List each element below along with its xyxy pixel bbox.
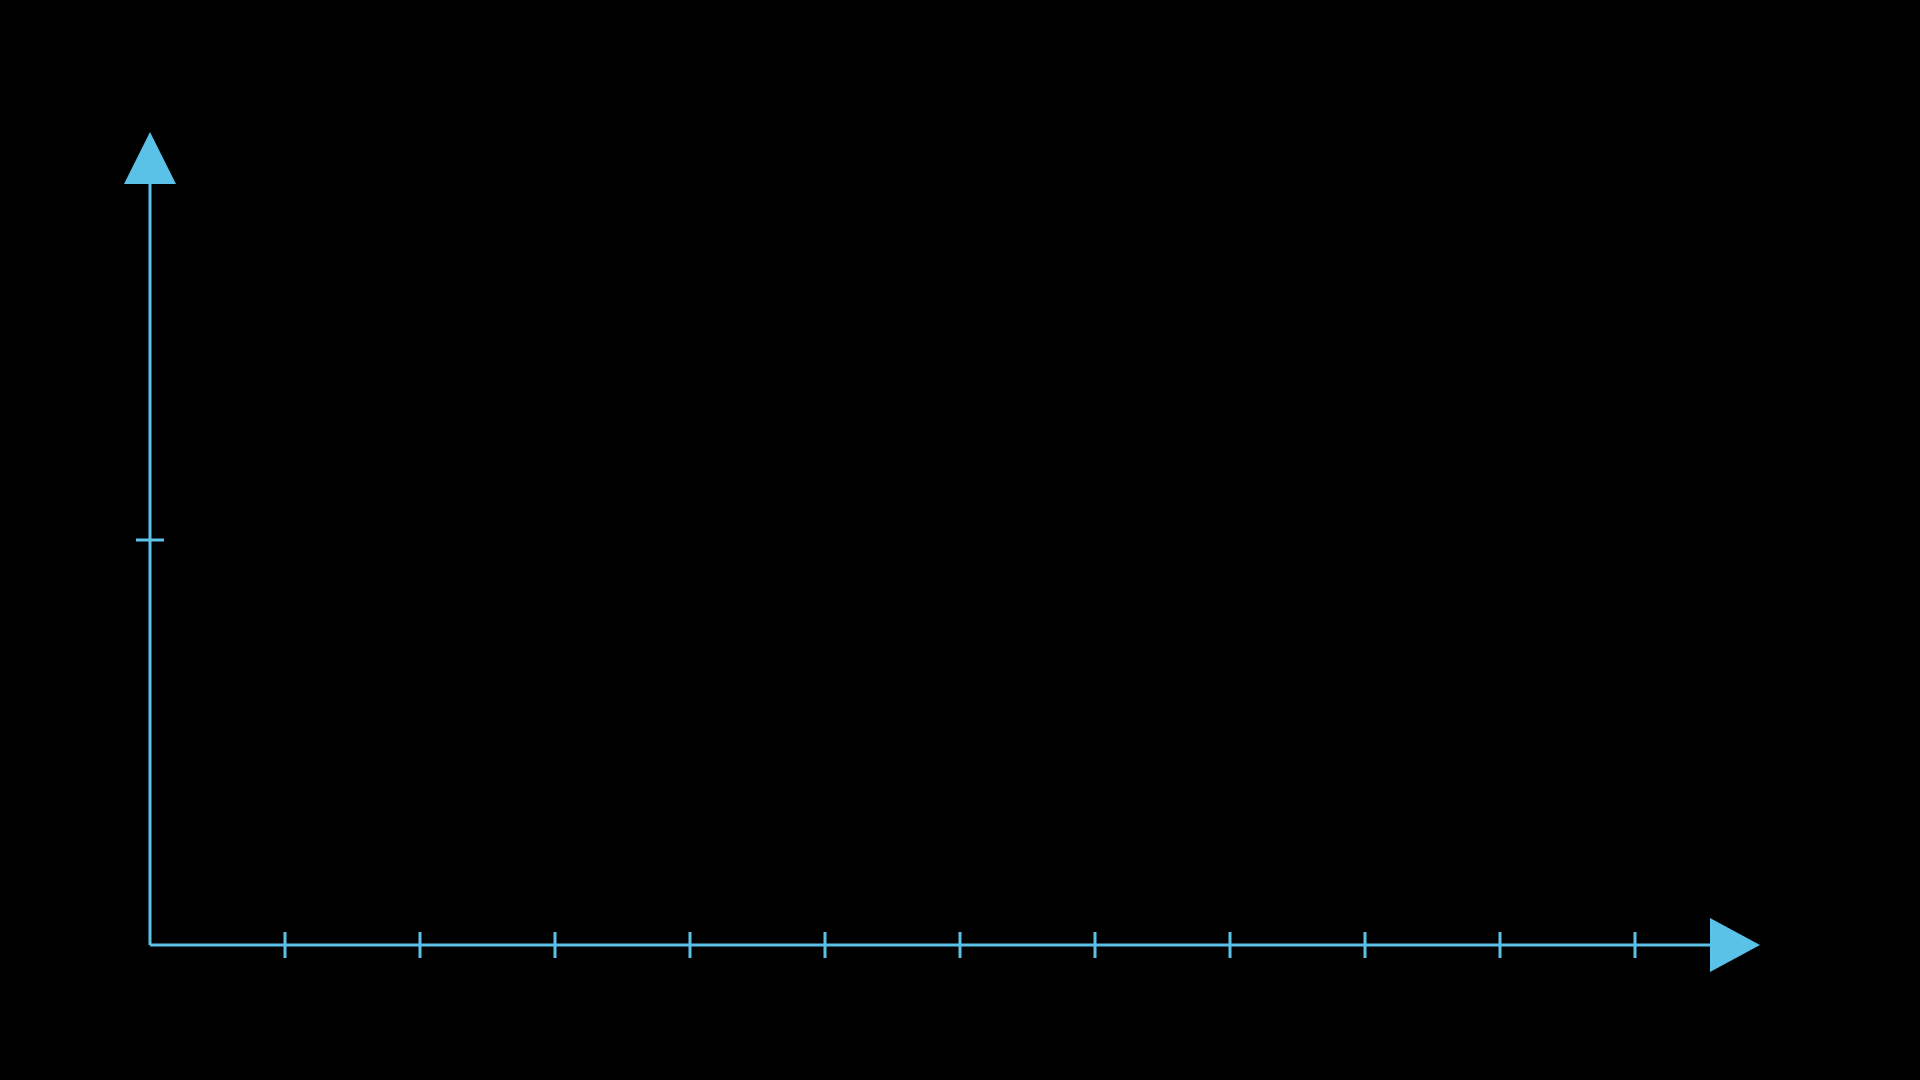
x-axis-arrowhead <box>1710 918 1760 972</box>
axis-ticks <box>136 538 1637 958</box>
y-axis-arrowhead <box>124 132 176 184</box>
axes <box>124 132 1760 972</box>
